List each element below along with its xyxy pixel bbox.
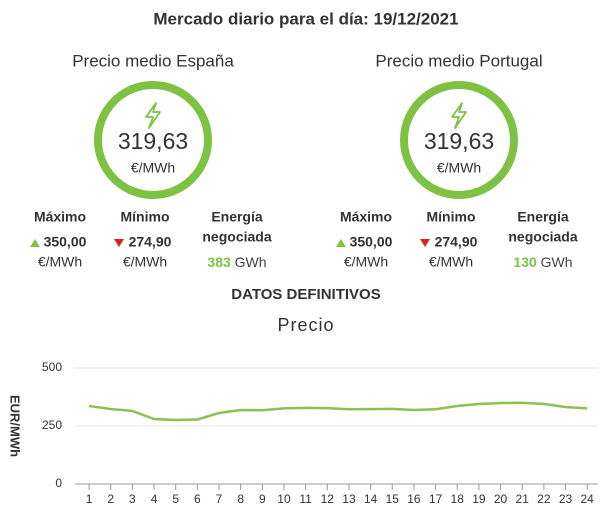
page-title: Mercado diario para el día: 19/12/2021 [153, 9, 458, 28]
x-tick-label: 24 [580, 492, 594, 506]
chart-title: Precio [277, 315, 334, 335]
min-unit: €/MWh [123, 254, 167, 270]
energy-text: 130 GWh [513, 254, 572, 270]
max-value: 350,00 [350, 234, 393, 250]
x-tick-label: 14 [364, 492, 378, 506]
x-tick-label: 9 [259, 492, 266, 506]
down-triangle [420, 239, 430, 247]
min-label: Mínimo [427, 209, 476, 225]
lightning-icon [451, 102, 467, 129]
energy-value: 383 [207, 254, 231, 270]
x-tick-label: 15 [386, 492, 400, 506]
energy-label: negociada [508, 229, 577, 245]
price-unit: €/MWh [437, 160, 481, 176]
up-triangle [30, 239, 40, 247]
energy-unit: GWh [541, 254, 573, 270]
price-value: 319,63 [424, 128, 494, 154]
price-unit: €/MWh [131, 160, 175, 176]
x-tick-label: 20 [494, 492, 508, 506]
energy-label: Energía [211, 209, 263, 225]
price-line [88, 401, 588, 422]
x-tick-label: 22 [537, 492, 551, 506]
x-tick-label: 4 [151, 492, 158, 506]
x-tick-label: 7 [216, 492, 223, 506]
min-value: 274,90 [435, 234, 478, 250]
energy-text: 383 GWh [207, 254, 266, 270]
x-tick-label: 2 [107, 492, 114, 506]
max-label: Máximo [340, 209, 392, 225]
x-tick-label: 12 [321, 492, 335, 506]
price-ring [94, 81, 212, 199]
section-title: DATOS DEFINITIVOS [231, 286, 380, 303]
max-value: 350,00 [44, 234, 87, 250]
max-unit: €/MWh [38, 254, 82, 270]
price-panel: Precio medio España 319,63 €/MWh Máximo Míni… [30, 51, 272, 270]
up-triangle [336, 239, 346, 247]
min-value: 274,90 [129, 234, 172, 250]
x-tick-label: 13 [342, 492, 356, 506]
x-tick-label: 1 [86, 492, 93, 506]
energy-value: 130 [513, 254, 537, 270]
x-tick-label: 10 [277, 492, 291, 506]
max-unit: €/MWh [344, 254, 388, 270]
panel-title: Precio medio Portugal [375, 51, 542, 70]
x-tick-label: 11 [299, 492, 312, 506]
y-tick-label: 0 [55, 476, 62, 490]
lightning-icon [145, 102, 161, 129]
min-unit: €/MWh [429, 254, 473, 270]
x-tick-label: 5 [172, 492, 179, 506]
x-tick-label: 8 [237, 492, 244, 506]
energy-unit: GWh [235, 254, 267, 270]
y-axis-label: EUR/MWh [8, 395, 23, 457]
price-panel: Precio medio Portugal 319,63 €/MWh Máximo Mí… [336, 51, 578, 270]
energy-label: Energía [517, 209, 569, 225]
x-tick-label: 21 [516, 492, 530, 506]
x-tick-label: 23 [559, 492, 573, 506]
price-value: 319,63 [118, 128, 188, 154]
min-label: Mínimo [121, 209, 170, 225]
x-tick-label: 18 [451, 492, 465, 506]
x-tick-label: 17 [429, 492, 443, 506]
x-tick-label: 16 [407, 492, 421, 506]
y-tick-label: 500 [42, 360, 62, 374]
energy-label: negociada [202, 229, 271, 245]
x-tick-label: 6 [194, 492, 201, 506]
price-ring [400, 81, 518, 199]
panel-title: Precio medio España [72, 51, 234, 70]
x-tick-label: 19 [472, 492, 486, 506]
down-triangle [114, 239, 124, 247]
max-label: Máximo [34, 209, 86, 225]
x-tick-label: 3 [129, 492, 136, 506]
y-tick-label: 250 [42, 418, 62, 432]
